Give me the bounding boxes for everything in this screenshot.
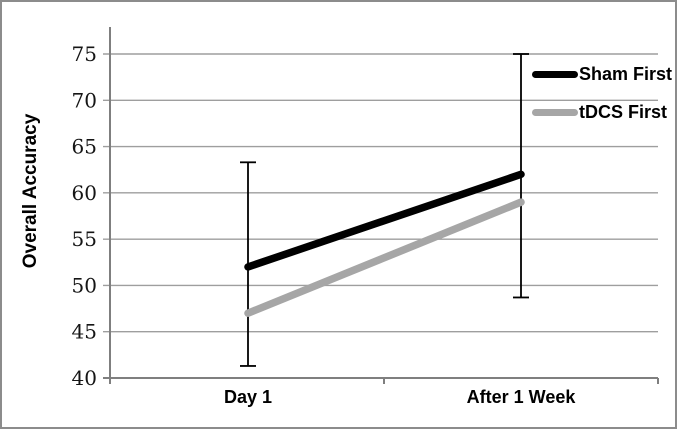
y-tick-label: 75: [72, 42, 97, 66]
y-tick-label: 50: [72, 273, 97, 297]
legend-item-sham-first: Sham First: [532, 62, 672, 86]
legend-item-tdcs-first: tDCS First: [532, 100, 672, 124]
legend-marker-sham-first: [532, 70, 578, 78]
x-category-label-after-1-week: After 1 Week: [466, 387, 576, 407]
legend-label-tdcs-first: tDCS First: [579, 101, 668, 122]
legend-marker-tdcs-first: [532, 108, 578, 116]
x-category-label-day-1: Day 1: [223, 387, 273, 407]
legend: Sham First tDCS First: [532, 62, 672, 138]
y-tick-label: 65: [72, 135, 97, 159]
y-tick-label: 55: [72, 227, 97, 251]
y-tick-label: 40: [72, 366, 97, 390]
y-axis-title: Overall Accuracy: [20, 113, 41, 269]
y-tick-label: 60: [72, 181, 97, 205]
series-line-sham-first: [244, 170, 525, 271]
series-line-tdcs-first: [244, 198, 525, 317]
y-tick-label: 70: [72, 88, 97, 112]
legend-label-sham-first: Sham First: [579, 63, 673, 84]
y-tick-label: 45: [72, 320, 97, 344]
